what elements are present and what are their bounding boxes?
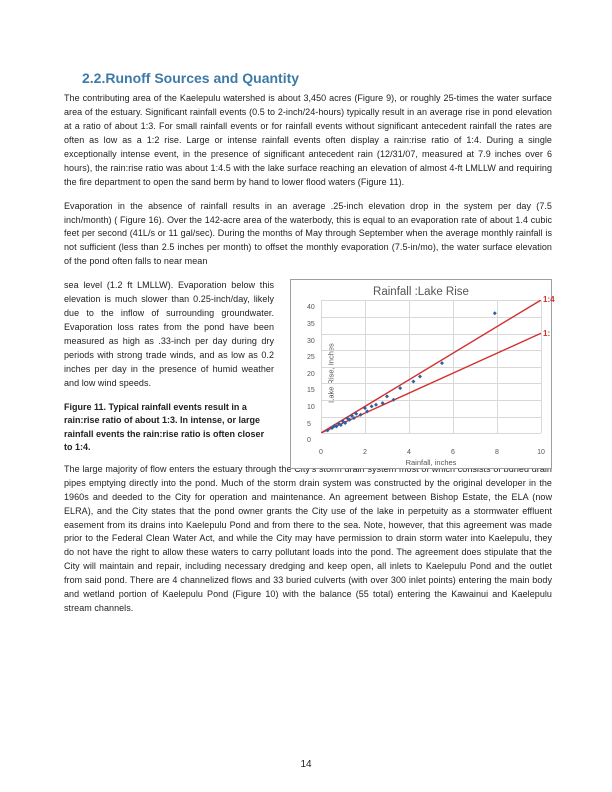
wrapped-section: sea level (1.2 ft LMLLW). Evaporation be… (64, 279, 552, 455)
series-label: 1:4 (543, 295, 555, 304)
paragraph-1: The contributing area of the Kaelepulu w… (64, 92, 552, 190)
chart-title: Rainfall :Lake Rise (299, 286, 543, 298)
paragraph-3: The large majority of flow enters the es… (64, 463, 552, 616)
paragraph-2a: Evaporation in the absence of rainfall r… (64, 200, 552, 270)
section-heading: 2.2.Runoff Sources and Quantity (82, 70, 552, 86)
chart-plot-area: Lake Rise, Inches Rainfall, inches 05101… (321, 300, 541, 445)
figure-caption: Figure 11. Typical rainfall events resul… (64, 401, 274, 455)
rainfall-chart: Rainfall :Lake Rise Lake Rise, Inches Ra… (290, 279, 552, 469)
paragraph-2b: sea level (1.2 ft LMLLW). Evaporation be… (64, 279, 274, 391)
page-number: 14 (0, 759, 612, 770)
series-label: 1: (543, 329, 550, 338)
chart-xlabel: Rainfall, inches (321, 458, 541, 467)
